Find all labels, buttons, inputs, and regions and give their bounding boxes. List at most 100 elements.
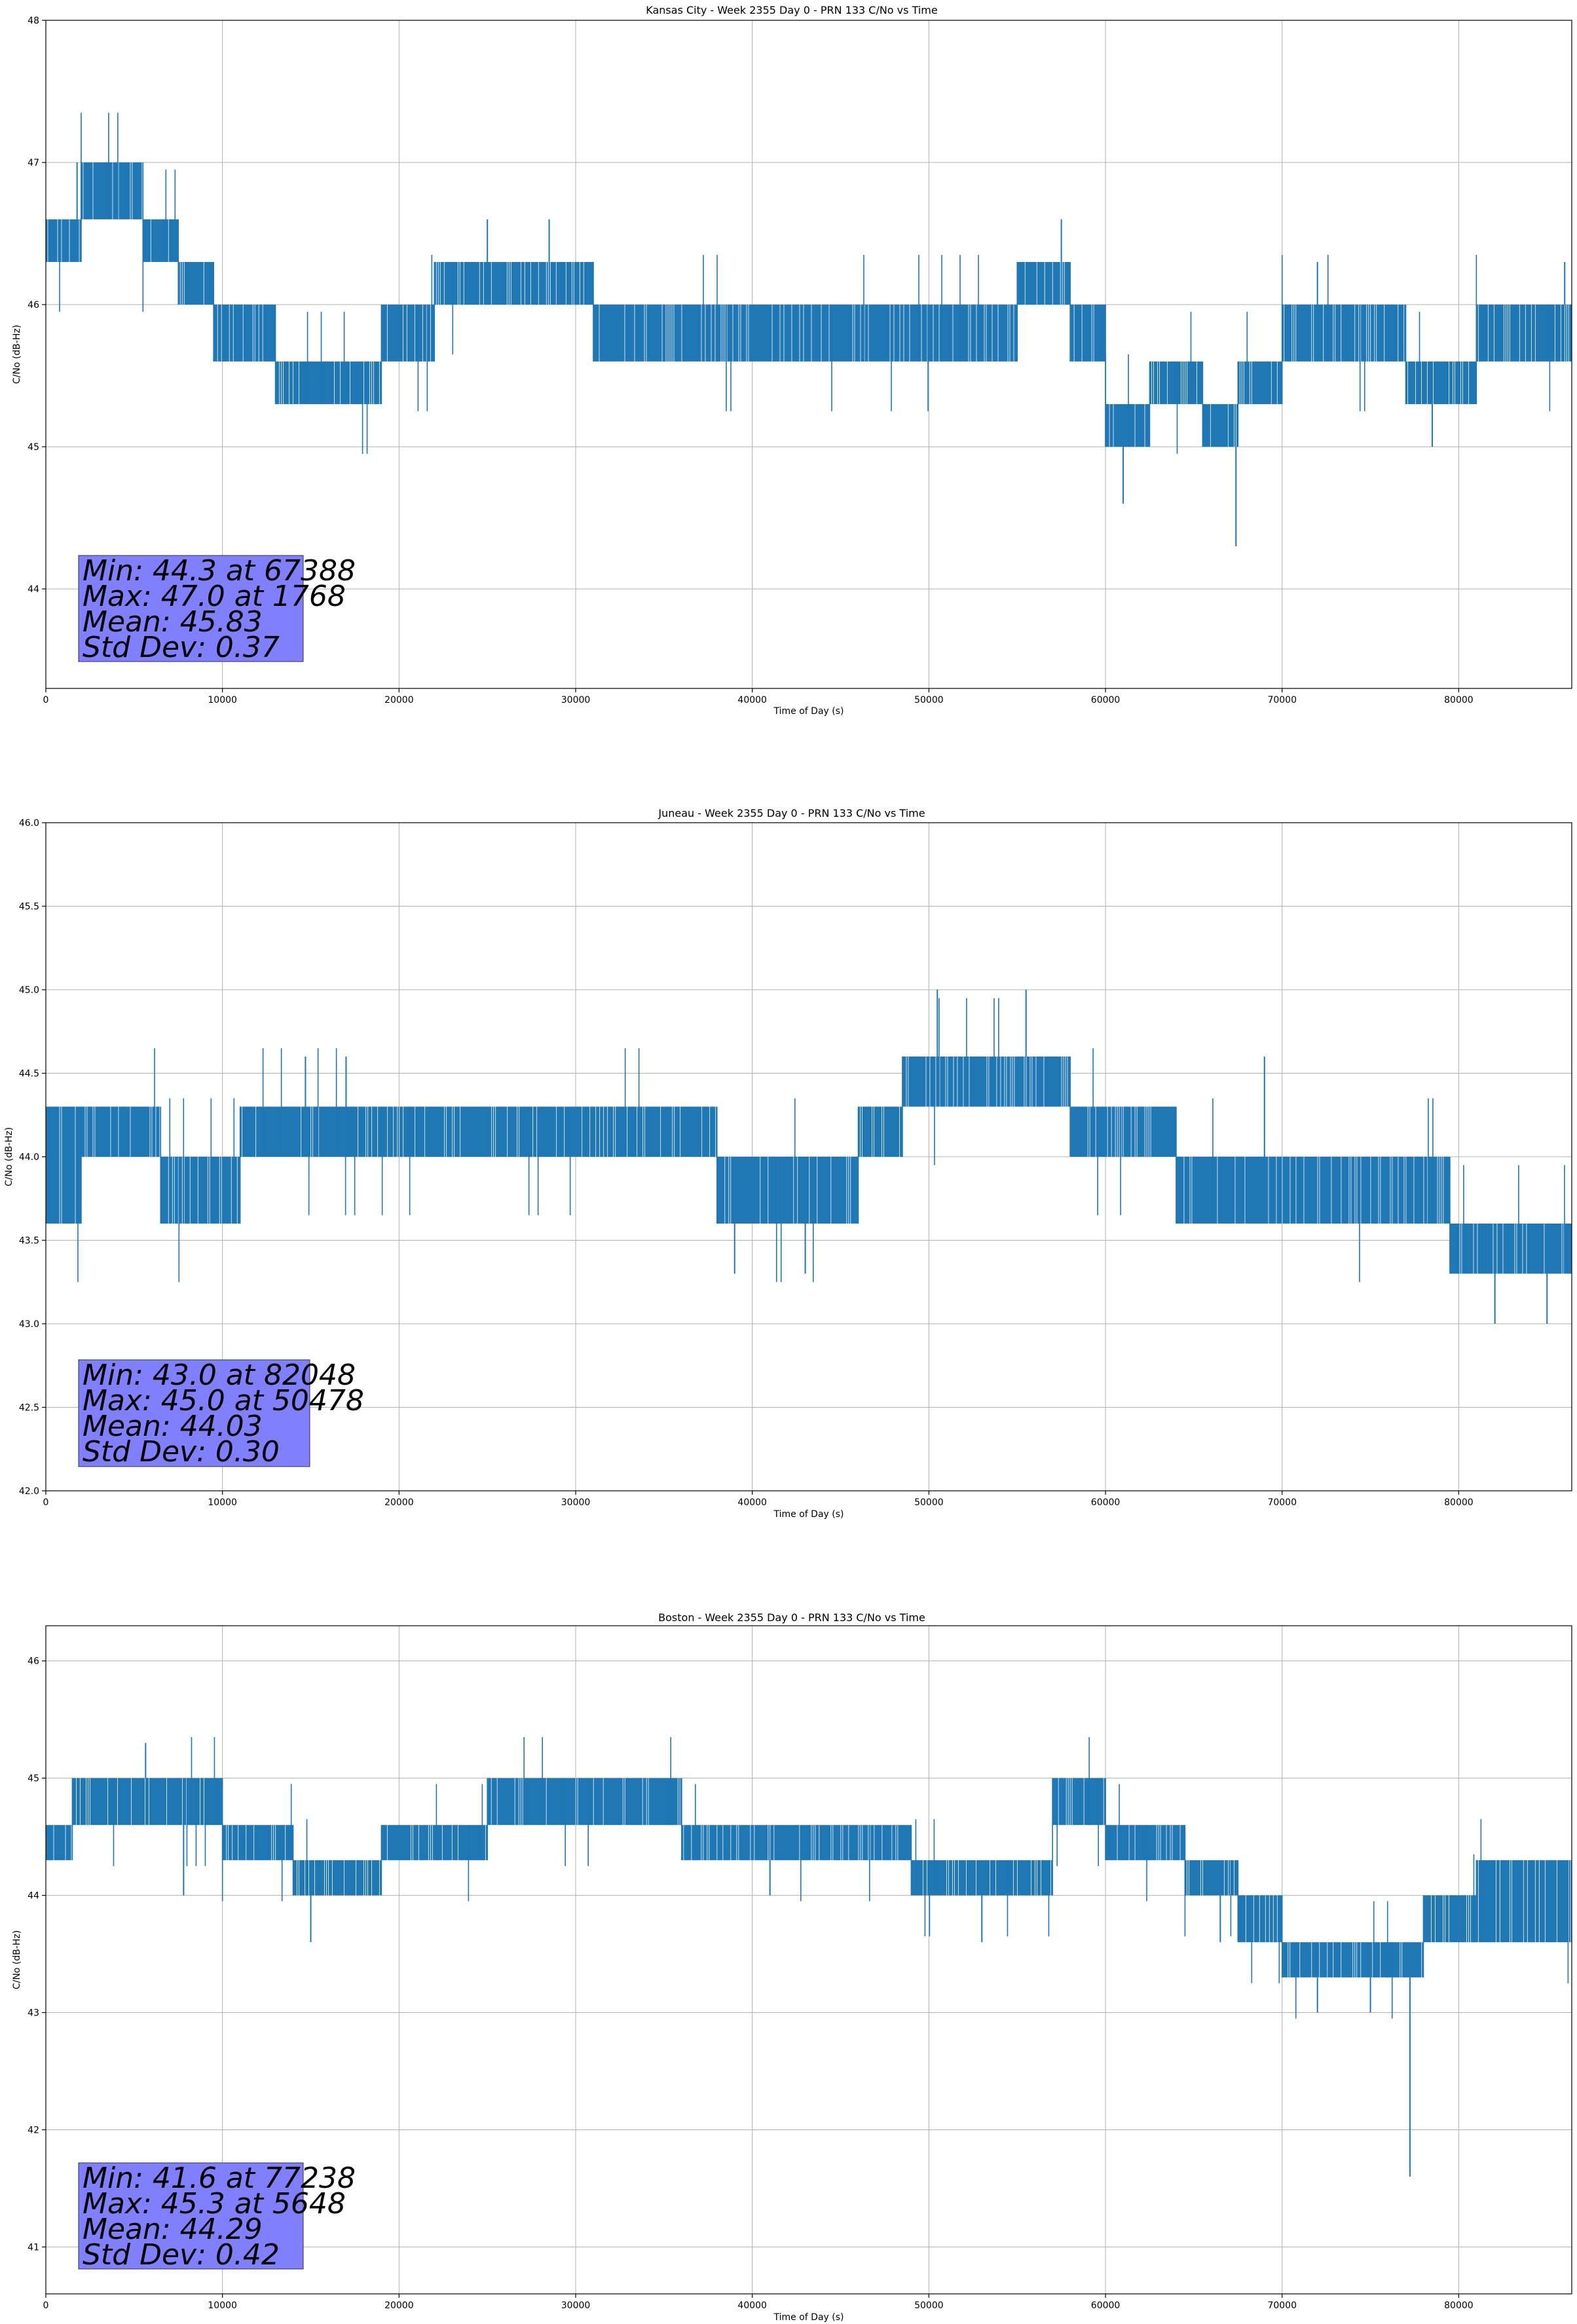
chart-title: Boston - Week 2355 Day 0 - PRN 133 C/No …	[658, 1611, 925, 1624]
data-band	[1281, 255, 1406, 411]
data-band	[1070, 1048, 1176, 1216]
x-tick-label: 30000	[561, 1497, 591, 1508]
data-band	[1176, 1098, 1450, 1283]
data-band	[142, 169, 179, 312]
y-tick-label: 46.0	[19, 818, 39, 829]
y-tick-label: 44	[28, 1891, 39, 1902]
stats-min: Min: 41.6 at 77238	[83, 2162, 356, 2195]
data-band	[275, 311, 382, 454]
stats-box: Min: 44.3 at 67388 Max: 47.0 at 1768 Mea…	[78, 554, 356, 664]
data-band	[858, 1106, 902, 1157]
x-tick-label: 60000	[1091, 2300, 1121, 2311]
x-tick-label: 20000	[384, 2300, 414, 2311]
stats-std-dev: Std Dev: 0.42	[83, 2238, 280, 2272]
y-tick-label: 47	[28, 158, 39, 168]
x-tick-label: 20000	[384, 1497, 414, 1508]
stats-min: Min: 44.3 at 67388	[83, 554, 356, 588]
data-band	[434, 261, 593, 354]
data-band	[1016, 261, 1071, 305]
x-tick-label: 10000	[208, 695, 237, 705]
data-band	[46, 1106, 81, 1283]
plot-frame	[45, 20, 1572, 689]
stats-max: Max: 47.0 at 1768	[83, 580, 346, 613]
y-tick-label: 42	[28, 2125, 39, 2135]
data-band	[178, 261, 214, 305]
x-tick-label: 60000	[1091, 1497, 1121, 1508]
y-tick-label: 44.5	[19, 1069, 39, 1079]
data-band	[1423, 1854, 1477, 1943]
stats-min: Min: 43.0 at 82048	[83, 1359, 356, 1392]
data-band	[81, 1048, 161, 1157]
data-band	[1052, 1737, 1106, 1866]
y-tick-label: 44	[28, 584, 39, 595]
x-tick-label: 80000	[1444, 1497, 1474, 1508]
chart-title: Kansas City - Week 2355 Day 0 - PRN 133 …	[646, 4, 937, 16]
stats-box: Min: 41.6 at 77238 Max: 45.3 at 5648 Mea…	[78, 2162, 356, 2272]
data-band	[46, 219, 81, 312]
x-tick-label: 50000	[914, 695, 944, 705]
data-band	[593, 255, 1018, 411]
x-tick-label: 10000	[208, 2300, 237, 2311]
data-band	[72, 1737, 223, 1866]
y-tick-label: 41	[28, 2242, 39, 2253]
y-tick-label: 43	[28, 2008, 39, 2019]
data-band	[902, 998, 1071, 1165]
y-tick-label: 42.0	[19, 1486, 39, 1497]
x-tick-label: 0	[43, 695, 49, 705]
x-axis-label: Time of Day (s)	[773, 2312, 844, 2323]
data-band	[716, 1098, 859, 1283]
y-tick-label: 45.0	[19, 985, 39, 996]
plot-frame	[45, 1625, 1572, 2295]
data-band	[213, 305, 276, 362]
stats-mean: Mean: 45.83	[83, 605, 263, 639]
data-band	[221, 1784, 293, 1902]
x-tick-label: 20000	[384, 695, 414, 705]
x-tick-label: 10000	[208, 1497, 237, 1508]
stats-mean: Mean: 44.29	[83, 2213, 263, 2246]
data-band	[1105, 1784, 1185, 1902]
stats-mean: Mean: 44.03	[83, 1410, 263, 1443]
y-tick-label: 43.5	[19, 1236, 39, 1246]
chart-panel-boston: Boston - Week 2355 Day 0 - PRN 133 C/No …	[12, 1611, 1572, 2323]
data-band	[160, 1098, 240, 1283]
data-band	[1282, 1901, 1424, 2019]
y-axis-label: C/No (dB-Hz)	[12, 1930, 22, 1989]
chart-panel-kansas-city: Kansas City - Week 2355 Day 0 - PRN 133 …	[12, 4, 1572, 717]
x-tick-label: 80000	[1444, 2300, 1474, 2311]
y-tick-label: 45	[28, 442, 39, 453]
stats-max: Max: 45.0 at 50478	[83, 1384, 364, 1417]
stats-std-dev: Std Dev: 0.37	[83, 631, 280, 664]
x-tick-label: 0	[43, 2300, 49, 2311]
x-tick-label: 30000	[561, 2300, 591, 2311]
y-tick-label: 43.0	[19, 1319, 39, 1330]
data-band	[240, 1048, 717, 1216]
y-tick-label: 48	[28, 16, 39, 26]
x-tick-label: 40000	[737, 695, 767, 705]
y-tick-label: 46	[28, 1657, 39, 1667]
data-band	[381, 1784, 488, 1902]
x-tick-label: 40000	[737, 2300, 767, 2311]
x-axis-label: Time of Day (s)	[773, 1509, 844, 1520]
data-band	[487, 1737, 682, 1866]
stats-max: Max: 45.3 at 5648	[83, 2187, 346, 2221]
y-tick-label: 44.0	[19, 1152, 39, 1163]
x-tick-label: 50000	[914, 2300, 944, 2311]
data-band	[293, 1819, 382, 1896]
chart-title: Juneau - Week 2355 Day 0 - PRN 133 C/No …	[658, 807, 925, 819]
data-band	[1475, 255, 1572, 411]
x-tick-label: 70000	[1267, 1497, 1297, 1508]
y-tick-label: 46	[28, 300, 39, 310]
data-band	[681, 1784, 912, 1902]
data-band	[1238, 1895, 1282, 1983]
x-tick-label: 40000	[737, 1497, 767, 1508]
data-band	[81, 113, 143, 219]
x-tick-label: 0	[43, 1497, 49, 1508]
y-tick-label: 45	[28, 1774, 39, 1784]
y-tick-label: 42.5	[19, 1403, 39, 1414]
x-tick-label: 50000	[914, 1497, 944, 1508]
chart-panel-juneau: Juneau - Week 2355 Day 0 - PRN 133 C/No …	[4, 807, 1572, 1520]
data-band	[1405, 311, 1477, 404]
data-band	[1105, 354, 1150, 447]
data-band	[1149, 311, 1203, 454]
